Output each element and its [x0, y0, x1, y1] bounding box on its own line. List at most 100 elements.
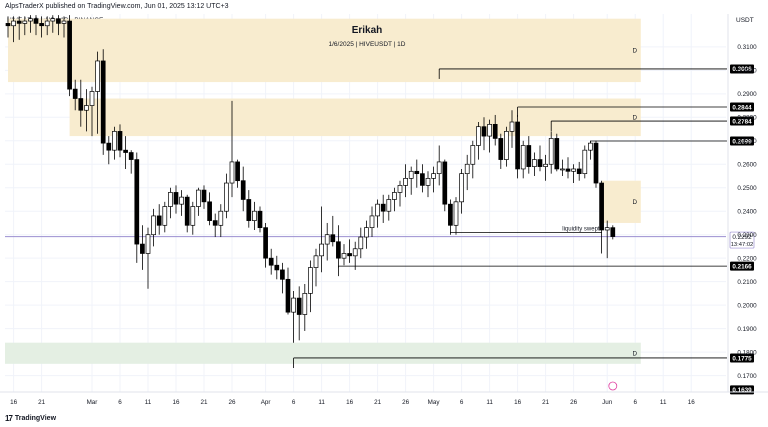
candle: [487, 119, 492, 153]
date-tick-label: 21: [542, 399, 550, 406]
candle: [291, 291, 296, 343]
candle-body: [369, 215, 375, 229]
candle: [257, 206, 263, 233]
candle: [134, 152, 140, 263]
candle: [67, 15, 72, 97]
candle-body: [112, 131, 117, 151]
candle-body: [61, 20, 67, 24]
candle-body: [571, 168, 576, 172]
date-tick-label: 6: [460, 399, 464, 406]
candle-body: [39, 23, 44, 27]
candle-body: [72, 88, 78, 99]
candle-body: [543, 163, 548, 167]
candle-body: [515, 121, 520, 170]
candle-body: [448, 203, 453, 226]
date-tick-label: 6: [118, 399, 122, 406]
candle-body: [240, 180, 246, 200]
candle: [504, 126, 509, 167]
price-tick-label: 0.3100: [737, 44, 757, 51]
zone-layer: D D D D: [5, 18, 641, 364]
candle-body: [588, 142, 593, 151]
candle-body: [123, 149, 128, 153]
candle-body: [128, 152, 134, 160]
candle-body: [274, 264, 280, 271]
candle-body: [392, 192, 397, 200]
price-tick-label: 0.2100: [737, 279, 757, 286]
date-tick-label: 6: [633, 399, 637, 406]
price-tick-label: 0.2600: [737, 162, 757, 169]
candle: [588, 140, 593, 160]
candle: [498, 133, 504, 169]
candle: [235, 159, 240, 188]
candle: [39, 16, 44, 38]
candle: [11, 16, 16, 43]
zone-supply: [69, 98, 641, 137]
candle-body: [268, 257, 274, 266]
candle: [492, 114, 498, 146]
candle: [173, 185, 179, 214]
candle: [392, 187, 397, 212]
candle-body: [420, 173, 425, 186]
price-tick-label: 0.2400: [737, 209, 757, 216]
candle-body: [341, 253, 347, 259]
candle-body: [470, 145, 476, 165]
candle-body: [173, 192, 179, 205]
candle: [571, 164, 576, 184]
candle: [520, 140, 526, 179]
candle-body: [201, 189, 207, 203]
candle-body: [336, 241, 341, 259]
price-tick-label: 0.3000: [737, 68, 757, 75]
candle: [106, 136, 112, 165]
tradingview-logo[interactable]: 17 TradingView: [5, 414, 56, 423]
price-tick-label: 0.2300: [737, 232, 757, 239]
candle: [548, 131, 554, 174]
candle: [515, 114, 520, 179]
candle-body: [22, 20, 28, 24]
candle-body: [207, 201, 212, 221]
candle: [431, 166, 436, 193]
level-label: 0.2784: [732, 118, 752, 125]
candle: [274, 255, 280, 280]
candle: [453, 197, 459, 235]
tradingview-icon: 17: [5, 414, 13, 423]
candle: [308, 260, 313, 313]
candle-body: [168, 192, 173, 207]
level-label-box: [730, 102, 754, 112]
candle: [347, 239, 352, 263]
candle-body: [330, 234, 336, 243]
candle-body: [599, 182, 604, 231]
candle-body: [218, 210, 224, 226]
candle: [128, 150, 134, 174]
candle-body: [50, 18, 56, 22]
candle: [319, 206, 324, 273]
candle: [72, 79, 78, 111]
grid-layer: [5, 14, 726, 392]
candle-body: [319, 243, 324, 257]
candle-body: [145, 234, 151, 254]
candle: [375, 199, 380, 228]
candle: [112, 126, 117, 160]
candle: [28, 15, 33, 33]
candle-body: [95, 60, 100, 92]
candle-body: [352, 248, 358, 257]
candle-body: [291, 297, 296, 313]
candle: [240, 166, 246, 212]
candle-body: [526, 145, 532, 167]
candle: [448, 199, 453, 235]
candle-body: [436, 161, 442, 175]
current-price-label: 0.2292: [732, 234, 752, 241]
candle: [201, 185, 207, 209]
candle-body: [5, 23, 11, 27]
date-tick-label: 26: [402, 399, 410, 406]
price-tick-label: 0.2800: [737, 115, 757, 122]
candle-body: [431, 173, 436, 179]
candle-body: [100, 60, 106, 144]
lightning-icon: [608, 381, 618, 391]
candle: [156, 204, 162, 235]
candle: [212, 213, 218, 238]
zone-label: D: [633, 351, 638, 358]
candle: [509, 110, 515, 148]
candle-body: [364, 227, 369, 238]
date-tick-label: 11: [145, 399, 152, 406]
